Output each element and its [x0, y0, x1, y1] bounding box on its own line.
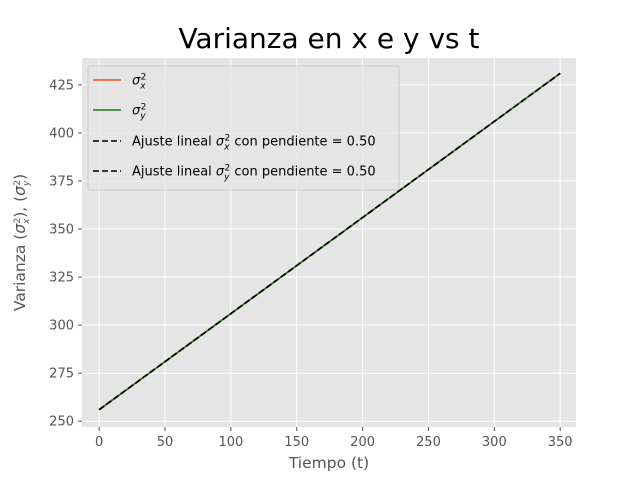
x-tick-label: 200	[350, 435, 375, 450]
legend: σx2 σy2 Ajuste lineal σx2 con pendiente = …	[87, 65, 400, 191]
x-tick-label: 300	[482, 435, 507, 450]
legend-label: σy2	[132, 103, 146, 122]
x-axis-label: Tiempo (t)	[288, 454, 369, 472]
x-axis-ticks: 0 50 100 150 200 250 300 350	[95, 427, 573, 450]
y-tick-label: 275	[49, 367, 74, 382]
y-axis-ticks: 250 275 300 325 350 375 400 425	[49, 78, 82, 430]
legend-label: Ajuste lineal σx2 con pendiente = 0.50	[132, 134, 376, 153]
x-tick-label: 100	[218, 435, 243, 450]
y-tick-label: 400	[49, 126, 74, 141]
legend-label: σx2	[132, 73, 146, 92]
x-tick-label: 350	[548, 435, 573, 450]
legend-box	[87, 65, 400, 191]
y-tick-label: 325	[49, 271, 74, 286]
y-tick-label: 425	[49, 78, 74, 93]
x-tick-label: 150	[284, 435, 309, 450]
chart-title: Varianza en x e y vs t	[178, 22, 479, 55]
y-tick-label: 375	[49, 175, 74, 190]
y-tick-label: 250	[49, 415, 74, 430]
series-lines	[98, 72, 561, 411]
legend-label: Ajuste lineal σy2 con pendiente = 0.50	[132, 164, 376, 183]
x-tick-label: 50	[157, 435, 174, 450]
series-line	[98, 72, 561, 411]
x-tick-label: 250	[416, 435, 441, 450]
y-tick-label: 300	[49, 319, 74, 334]
y-axis-label: Varianza (σx2), (σy2)	[11, 174, 32, 311]
y-tick-label: 350	[49, 223, 74, 238]
x-tick-label: 0	[95, 435, 103, 450]
